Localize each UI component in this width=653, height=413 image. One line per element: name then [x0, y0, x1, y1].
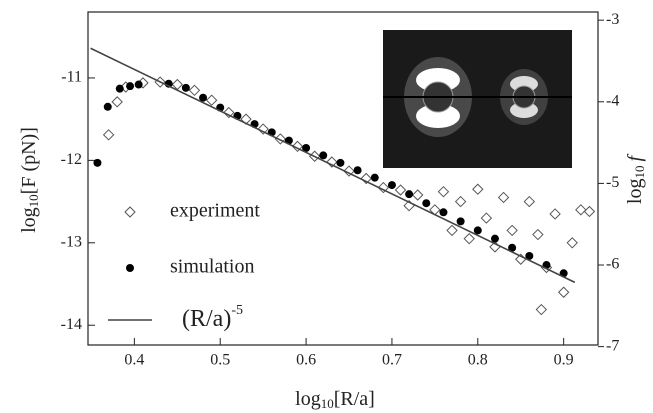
y-tick-label: -11 [61, 69, 82, 86]
x-tick-label: 0.9 [554, 352, 574, 369]
legend-marker [126, 264, 134, 272]
simulation-point [181, 83, 190, 92]
legend-superscript: -5 [231, 303, 243, 318]
experiment-point [111, 96, 123, 108]
simulation-point [508, 243, 517, 252]
experiment-point [411, 189, 424, 201]
y2-tick-label: -5 [606, 174, 619, 191]
x-tick-label: 0.6 [296, 352, 316, 369]
simulation-point [115, 84, 124, 93]
simulation-point [370, 173, 379, 182]
experiment-point [291, 140, 304, 153]
experiment-point [535, 303, 548, 316]
y-tick-label: -13 [61, 233, 82, 250]
y-tick-label: -12 [61, 151, 82, 168]
fit-line [90, 47, 576, 284]
simulation-point [353, 166, 362, 175]
simulation-point [126, 82, 135, 91]
x-tick-label: 0.4 [124, 352, 144, 369]
experiment-point [205, 94, 218, 106]
simulation-point [319, 151, 328, 160]
simulation-point [302, 144, 311, 153]
simulation-point [422, 199, 431, 208]
legend-label: (R/a)-5 [182, 303, 243, 331]
y-tick-label: -14 [61, 316, 82, 333]
simulation-point [103, 102, 112, 111]
experiment-point [223, 106, 235, 119]
experiment-point [188, 84, 201, 97]
simulation-point [525, 251, 534, 260]
experiment-point [274, 133, 287, 145]
experiment-point [446, 224, 458, 237]
legend-name: (R/a) [182, 306, 231, 332]
simulation-point [336, 158, 345, 167]
simulation-point [490, 234, 499, 243]
legend-label: simulation [170, 256, 254, 278]
y2-tick-label: -6 [606, 256, 619, 273]
experiment-point [102, 129, 115, 141]
experiment-point [566, 237, 578, 249]
y-axis-label: log10[F (pN)] [18, 127, 41, 233]
experiment-point [557, 286, 570, 298]
simulation-point [473, 226, 482, 235]
simulation-point [134, 80, 143, 89]
experiment-point [575, 204, 587, 216]
experiment-point [472, 183, 484, 195]
experiment-point [506, 224, 518, 237]
x-tick-label: 0.8 [468, 352, 488, 369]
x-tick-label: 0.7 [382, 352, 402, 369]
simulation-point [199, 93, 208, 102]
x-axis-label: log10[R/a] [295, 388, 375, 411]
experiment-point [343, 165, 355, 177]
simulation-point [405, 190, 414, 199]
experiment-point [437, 185, 450, 198]
experiment-point [532, 228, 544, 241]
simulation-point [387, 181, 396, 190]
experiment-point [257, 123, 269, 135]
plot-frame [87, 11, 599, 346]
legend-marker [124, 206, 136, 218]
simulation-point [439, 208, 448, 217]
experiment-point [583, 205, 596, 218]
experiment-point [454, 195, 467, 208]
experiment-point [497, 191, 510, 204]
experiment-point [480, 212, 493, 224]
experiment-point [523, 195, 536, 208]
experiment-point [549, 208, 561, 220]
simulation-point [456, 217, 465, 226]
x-tick-label: 0.5 [210, 352, 230, 369]
experiment-point [326, 156, 338, 168]
legend-label: experiment [170, 200, 260, 222]
experiment-point [394, 184, 407, 196]
experiment-point [463, 232, 475, 245]
y2-axis-label: log10f [624, 154, 647, 205]
y2-tick-label: -7 [606, 337, 619, 354]
experiment-point [377, 181, 390, 194]
inset-image [383, 30, 572, 168]
y2-tick-label: -3 [606, 11, 619, 28]
y2-tick-label: -4 [606, 92, 619, 109]
simulation-point [93, 158, 102, 167]
